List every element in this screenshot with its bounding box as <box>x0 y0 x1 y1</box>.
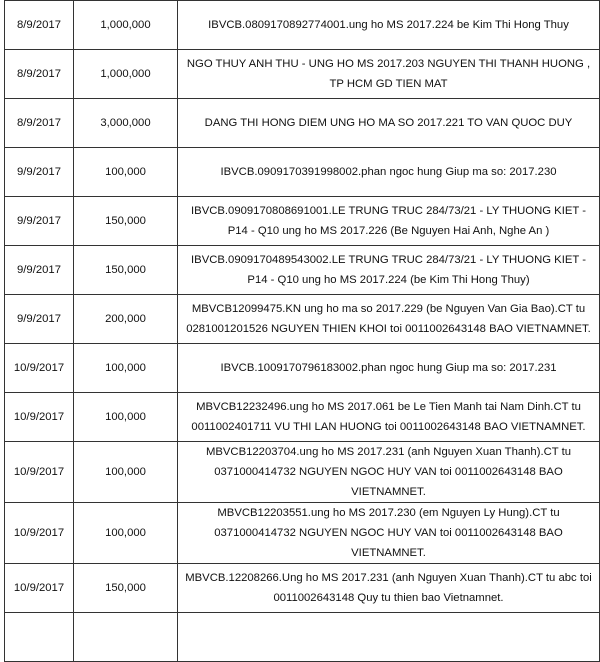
date-cell: 9/9/2017 <box>4 294 74 344</box>
date-cell: 10/9/2017 <box>4 502 74 564</box>
empty-cell <box>4 612 74 662</box>
description-cell: MBVCB.12208266.Ung ho MS 2017.231 (anh N… <box>177 563 600 613</box>
amount-cell: 150,000 <box>73 245 178 295</box>
table-row: 9/9/2017 150,000 IBVCB.0909170489543002.LE… <box>4 245 600 295</box>
table-row: 9/9/2017 200,000 MBVCB12099475.KN ung ho m… <box>4 294 600 344</box>
amount-cell: 100,000 <box>73 441 178 503</box>
date-cell: 8/9/2017 <box>4 0 74 50</box>
date-cell: 10/9/2017 <box>4 343 74 393</box>
table-row: 8/9/2017 1,000,000 NGO THUY ANH THU - UNG … <box>4 49 600 99</box>
date-cell: 9/9/2017 <box>4 245 74 295</box>
description-cell: MBVCB12232496.ung ho MS 2017.061 be Le T… <box>177 392 600 442</box>
description-cell: MBVCB12099475.KN ung ho ma so 2017.229 (… <box>177 294 600 344</box>
date-cell: 8/9/2017 <box>4 49 74 99</box>
amount-cell: 1,000,000 <box>73 49 178 99</box>
description-cell: MBVCB12203704.ung ho MS 2017.231 (anh Ng… <box>177 441 600 503</box>
description-cell: IBVCB.0809170892774001.ung ho MS 2017.22… <box>177 0 600 50</box>
amount-cell: 100,000 <box>73 147 178 197</box>
amount-cell: 150,000 <box>73 196 178 246</box>
table-row: 10/9/2017 100,000 MBVCB12232496.ung ho MS … <box>4 392 600 442</box>
table-row: 10/9/2017 150,000 MBVCB.12208266.Ung ho MS… <box>4 563 600 613</box>
table-row: 9/9/2017 100,000 IBVCB.0909170391998002.ph… <box>4 147 600 197</box>
table-row: 10/9/2017 100,000 MBVCB12203704.ung ho MS … <box>4 441 600 503</box>
date-cell: 8/9/2017 <box>4 98 74 148</box>
table-row: 8/9/2017 1,000,000 IBVCB.0809170892774001.… <box>4 0 600 50</box>
description-cell: IBVCB.0909170808691001.LE TRUNG TRUC 284… <box>177 196 600 246</box>
description-cell: DANG THI HONG DIEM UNG HO MA SO 2017.221… <box>177 98 600 148</box>
amount-cell: 100,000 <box>73 392 178 442</box>
amount-cell: 150,000 <box>73 563 178 613</box>
date-cell: 9/9/2017 <box>4 196 74 246</box>
empty-cell <box>73 612 178 662</box>
amount-cell: 200,000 <box>73 294 178 344</box>
table-row: 10/9/2017 100,000 IBVCB.1009170796183002.p… <box>4 343 600 393</box>
donation-table: 8/9/2017 1,000,000 IBVCB.0809170892774001.… <box>4 0 600 662</box>
table-row: 8/9/2017 3,000,000 DANG THI HONG DIEM UNG … <box>4 98 600 148</box>
empty-cell <box>177 612 600 662</box>
date-cell: 10/9/2017 <box>4 441 74 503</box>
table-row: 10/9/2017 100,000 MBVCB12203551.ung ho MS … <box>4 502 600 564</box>
amount-cell: 100,000 <box>73 343 178 393</box>
description-cell: IBVCB.1009170796183002.phan ngoc hung Gi… <box>177 343 600 393</box>
table-row-partial <box>4 612 600 662</box>
table-row: 9/9/2017 150,000 IBVCB.0909170808691001.LE… <box>4 196 600 246</box>
amount-cell: 1,000,000 <box>73 0 178 50</box>
amount-cell: 100,000 <box>73 502 178 564</box>
date-cell: 10/9/2017 <box>4 563 74 613</box>
date-cell: 10/9/2017 <box>4 392 74 442</box>
date-cell: 9/9/2017 <box>4 147 74 197</box>
description-cell: NGO THUY ANH THU - UNG HO MS 2017.203 NG… <box>177 49 600 99</box>
description-cell: IBVCB.0909170391998002.phan ngoc hung Gi… <box>177 147 600 197</box>
amount-cell: 3,000,000 <box>73 98 178 148</box>
description-cell: MBVCB12203551.ung ho MS 2017.230 (em Ngu… <box>177 502 600 564</box>
description-cell: IBVCB.0909170489543002.LE TRUNG TRUC 284… <box>177 245 600 295</box>
